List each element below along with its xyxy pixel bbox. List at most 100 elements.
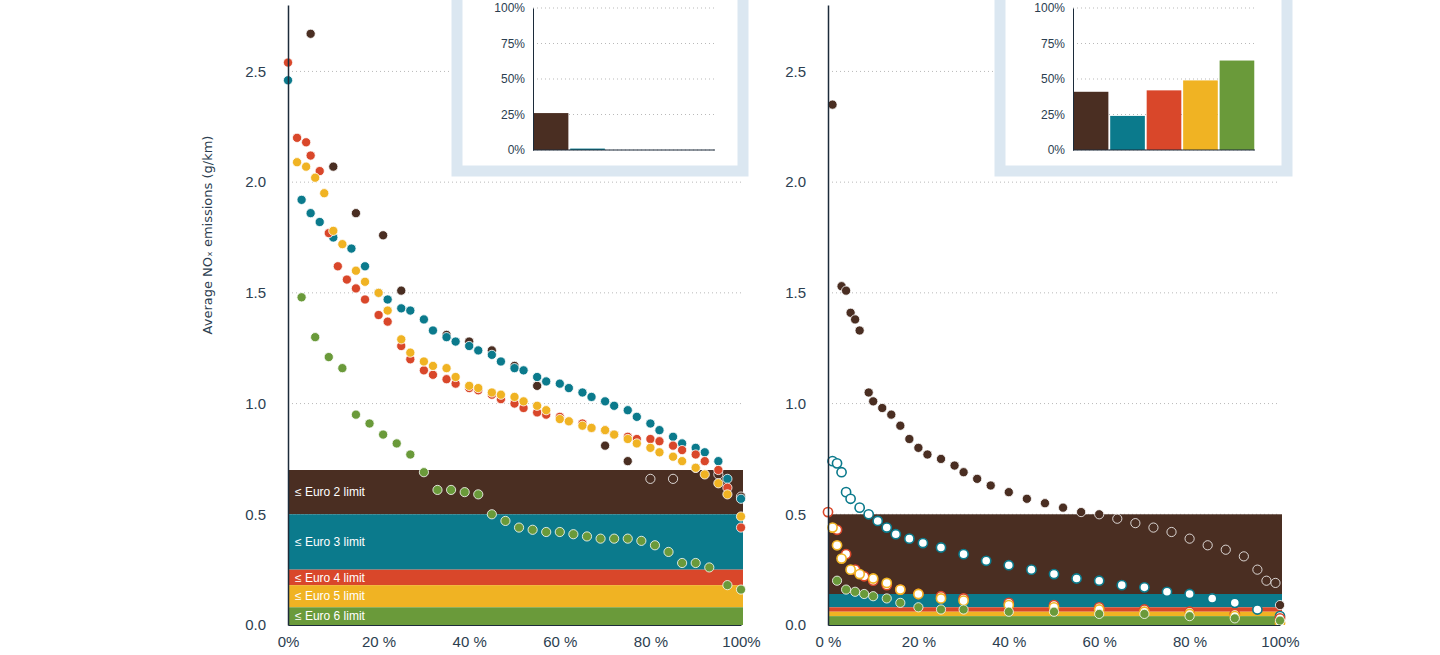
point <box>311 333 320 342</box>
point <box>668 452 677 461</box>
point <box>1203 541 1212 550</box>
point <box>1049 569 1058 578</box>
tick-label: 1.5 <box>785 284 806 301</box>
panel: 0.00.51.01.52.02.50 %20 %40 %60 %80 %100… <box>785 0 1300 650</box>
tick-label: 40 % <box>992 633 1026 650</box>
tick: 2.5 <box>785 63 828 80</box>
point <box>982 556 991 565</box>
point <box>700 470 709 479</box>
point <box>632 412 641 421</box>
point <box>705 563 714 572</box>
limit-bands <box>288 470 743 625</box>
point <box>864 388 873 397</box>
point <box>351 266 360 275</box>
point <box>846 565 855 574</box>
tick-label: 0.5 <box>245 506 266 523</box>
limit-labels: ≤ Euro 2 limit≤ Euro 3 limit≤ Euro 4 lim… <box>295 485 366 623</box>
limit-band <box>828 616 1282 625</box>
point <box>383 295 392 304</box>
grid-line <box>828 182 1280 183</box>
tick: 100% <box>494 1 533 15</box>
point <box>936 543 945 552</box>
point <box>347 244 356 253</box>
point <box>360 277 369 286</box>
axis-line <box>1073 9 1074 151</box>
tick: 25% <box>1041 108 1073 122</box>
series <box>832 576 1284 625</box>
point <box>864 510 873 519</box>
point <box>496 357 505 366</box>
tick: 40 % <box>992 625 1026 650</box>
point <box>1230 598 1239 607</box>
grid-line <box>828 403 1280 404</box>
point <box>723 474 732 483</box>
point <box>1004 488 1013 497</box>
tick: 1.0 <box>785 395 828 412</box>
point <box>905 434 914 443</box>
point <box>302 162 311 171</box>
point <box>936 454 945 463</box>
tick-label: 100% <box>494 1 525 15</box>
bar <box>1074 92 1109 150</box>
tick: 0.0 <box>785 616 828 633</box>
point <box>655 426 664 435</box>
tick-label: 25% <box>501 108 525 122</box>
grid-line <box>533 150 715 151</box>
point <box>501 516 510 525</box>
point <box>855 326 864 335</box>
point <box>914 589 923 598</box>
point <box>397 335 406 344</box>
tick: 80 % <box>1173 625 1207 650</box>
point <box>873 516 882 525</box>
tick-label: 100% <box>722 633 760 650</box>
bar <box>1183 80 1218 150</box>
point <box>959 550 968 559</box>
point <box>896 585 905 594</box>
tick-label: 0% <box>1048 143 1066 157</box>
tick: 75% <box>501 37 533 51</box>
point <box>869 574 878 583</box>
point <box>338 240 347 249</box>
point <box>891 530 900 539</box>
point <box>578 388 587 397</box>
point <box>360 262 369 271</box>
tick: 0% <box>278 625 300 650</box>
point <box>465 381 474 390</box>
point <box>1049 607 1058 616</box>
tick: 60 % <box>543 625 577 650</box>
point <box>555 527 564 536</box>
inset-bars <box>1074 61 1255 150</box>
tick-label: 80 % <box>634 633 668 650</box>
point <box>650 541 659 550</box>
point <box>1113 514 1122 523</box>
bar <box>1110 116 1145 150</box>
tick-label: 1.0 <box>245 395 266 412</box>
point <box>1271 578 1280 587</box>
point <box>714 457 723 466</box>
point <box>973 474 982 483</box>
point <box>292 133 301 142</box>
chart-canvas: ≤ Euro 2 limit≤ Euro 3 limit≤ Euro 4 lim… <box>0 0 1440 655</box>
point <box>1140 609 1149 618</box>
panel: ≤ Euro 2 limit≤ Euro 3 limit≤ Euro 4 lim… <box>200 0 761 650</box>
point <box>419 468 428 477</box>
tick: 0% <box>508 143 533 157</box>
point <box>1185 534 1194 543</box>
tick: 1.5 <box>785 284 828 301</box>
point <box>496 390 505 399</box>
limit-band <box>288 514 743 569</box>
point <box>555 414 564 423</box>
y-axis-title: Average NOₓ emissions (g/km) <box>200 136 215 335</box>
point <box>678 558 687 567</box>
tick: 100% <box>1261 625 1299 650</box>
point <box>855 569 864 578</box>
tick-label: 1.5 <box>245 284 266 301</box>
inset-frame <box>1000 0 1287 171</box>
point <box>360 295 369 304</box>
tick-label: 80 % <box>1173 633 1207 650</box>
point <box>442 375 451 384</box>
grid-line <box>533 79 715 80</box>
point <box>306 29 315 38</box>
tick-label: 75% <box>1041 37 1065 51</box>
tick: 100% <box>722 625 760 650</box>
